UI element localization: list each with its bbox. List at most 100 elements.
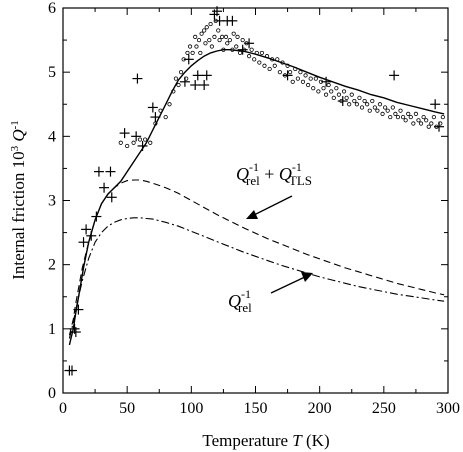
circle-marker <box>390 105 395 110</box>
circle-marker <box>316 89 321 94</box>
annotation-q1: Q <box>236 164 249 184</box>
circle-marker <box>288 70 293 75</box>
circle-marker <box>190 50 195 56</box>
x-axis-label-unit: (K) <box>302 431 330 450</box>
axis-ticks <box>62 7 449 394</box>
circle-marker <box>341 89 347 94</box>
circle-marker <box>393 111 398 116</box>
circle-marker <box>238 50 243 56</box>
y-axis-label-exp: -1 <box>9 120 21 129</box>
circle-marker <box>131 140 136 145</box>
circle-marker <box>171 89 176 94</box>
circle-marker <box>262 63 267 68</box>
x-axis-label-main: Temperature <box>202 431 292 450</box>
circle-marker <box>375 108 380 113</box>
circle-marker <box>352 98 357 104</box>
annotation-arrows <box>246 195 313 294</box>
plus-marker <box>99 182 110 193</box>
circle-marker <box>431 114 436 120</box>
circle-marker <box>252 57 257 62</box>
circle-marker <box>216 28 221 33</box>
circle-marker <box>221 47 226 52</box>
circle-marker <box>295 76 300 81</box>
solid-curve <box>68 49 445 346</box>
plus-marker <box>244 38 255 49</box>
circle-marker <box>178 70 184 75</box>
circle-marker <box>418 121 424 126</box>
circle-marker <box>202 28 207 33</box>
circle-marker <box>217 37 222 43</box>
circle-marker <box>254 50 259 56</box>
circle-marker <box>377 102 383 107</box>
circle-marker <box>339 98 344 104</box>
x-tick-label: 250 <box>372 400 396 417</box>
annotation-q2: Q <box>279 164 292 184</box>
circle-marker <box>249 47 254 52</box>
circle-marker <box>424 118 429 123</box>
plus-marker <box>430 99 441 110</box>
circle-marker <box>184 76 189 81</box>
circle-marker <box>187 44 193 49</box>
circle-marker <box>264 54 270 59</box>
circle-marker <box>277 70 282 75</box>
circle-marker <box>406 111 411 116</box>
circle-marker <box>321 86 326 91</box>
circle-marker <box>362 98 367 104</box>
circle-marker <box>367 108 372 113</box>
circle-marker <box>198 50 203 56</box>
circle-marker <box>118 140 123 145</box>
x-tick-label: 0 <box>59 400 67 417</box>
circle-marker <box>244 41 249 46</box>
y-tick-label: 5 <box>48 64 56 81</box>
annotation-q: Q <box>228 291 241 311</box>
circle-marker <box>153 121 158 126</box>
annotation-q-sub: rel <box>238 300 252 315</box>
circle-marker <box>290 79 295 84</box>
circle-marker <box>306 82 311 88</box>
circle-marker <box>323 92 329 97</box>
y-tick-label: 2 <box>48 257 56 274</box>
circle-marker <box>213 18 218 23</box>
tick-labels: 0 50 100 150 200 250 300 0 1 2 3 4 5 6 <box>48 0 460 417</box>
circle-marker <box>212 34 217 39</box>
plus-marker <box>70 327 81 338</box>
circle-marker <box>434 124 439 129</box>
arrowhead-to-dashdot-curve <box>301 272 313 282</box>
plus-marker <box>337 96 348 107</box>
circle-marker <box>241 47 247 52</box>
x-tick-label: 100 <box>179 400 203 417</box>
circle-marker <box>220 34 225 39</box>
circle-marker <box>257 60 262 65</box>
plus-marker <box>199 80 210 90</box>
circle-marker <box>282 73 288 78</box>
circle-marker <box>285 63 290 68</box>
circle-marker <box>411 121 416 126</box>
circle-marker <box>225 41 230 46</box>
plus-marker <box>93 166 104 177</box>
circle-marker <box>331 95 336 100</box>
model-curves <box>68 49 445 346</box>
plot-frame <box>62 7 449 394</box>
circle-marker <box>280 60 285 65</box>
circle-marker <box>148 140 153 145</box>
arrowhead-to-dashed-curve <box>246 210 258 219</box>
circle-marker <box>395 114 401 120</box>
circle-marker <box>344 95 349 100</box>
y-axis-label-power: 10 <box>9 151 28 168</box>
circle-marker <box>181 57 186 62</box>
plus-marker <box>137 140 148 151</box>
plus-marker <box>132 73 143 84</box>
annotation-q2-sub: TLS <box>289 173 312 188</box>
circle-marker <box>326 82 331 88</box>
circle-marker <box>231 31 236 36</box>
circle-marker <box>349 92 354 97</box>
circle-marker <box>246 54 252 59</box>
plus-marker <box>237 44 248 55</box>
y-tick-label: 0 <box>48 385 56 402</box>
annotation-q-exp: -1 <box>241 287 251 301</box>
x-tick-label: 300 <box>436 400 460 417</box>
circle-marker <box>204 25 209 30</box>
x-axis-label-variable: T <box>292 431 303 450</box>
plus-marker <box>434 121 445 132</box>
